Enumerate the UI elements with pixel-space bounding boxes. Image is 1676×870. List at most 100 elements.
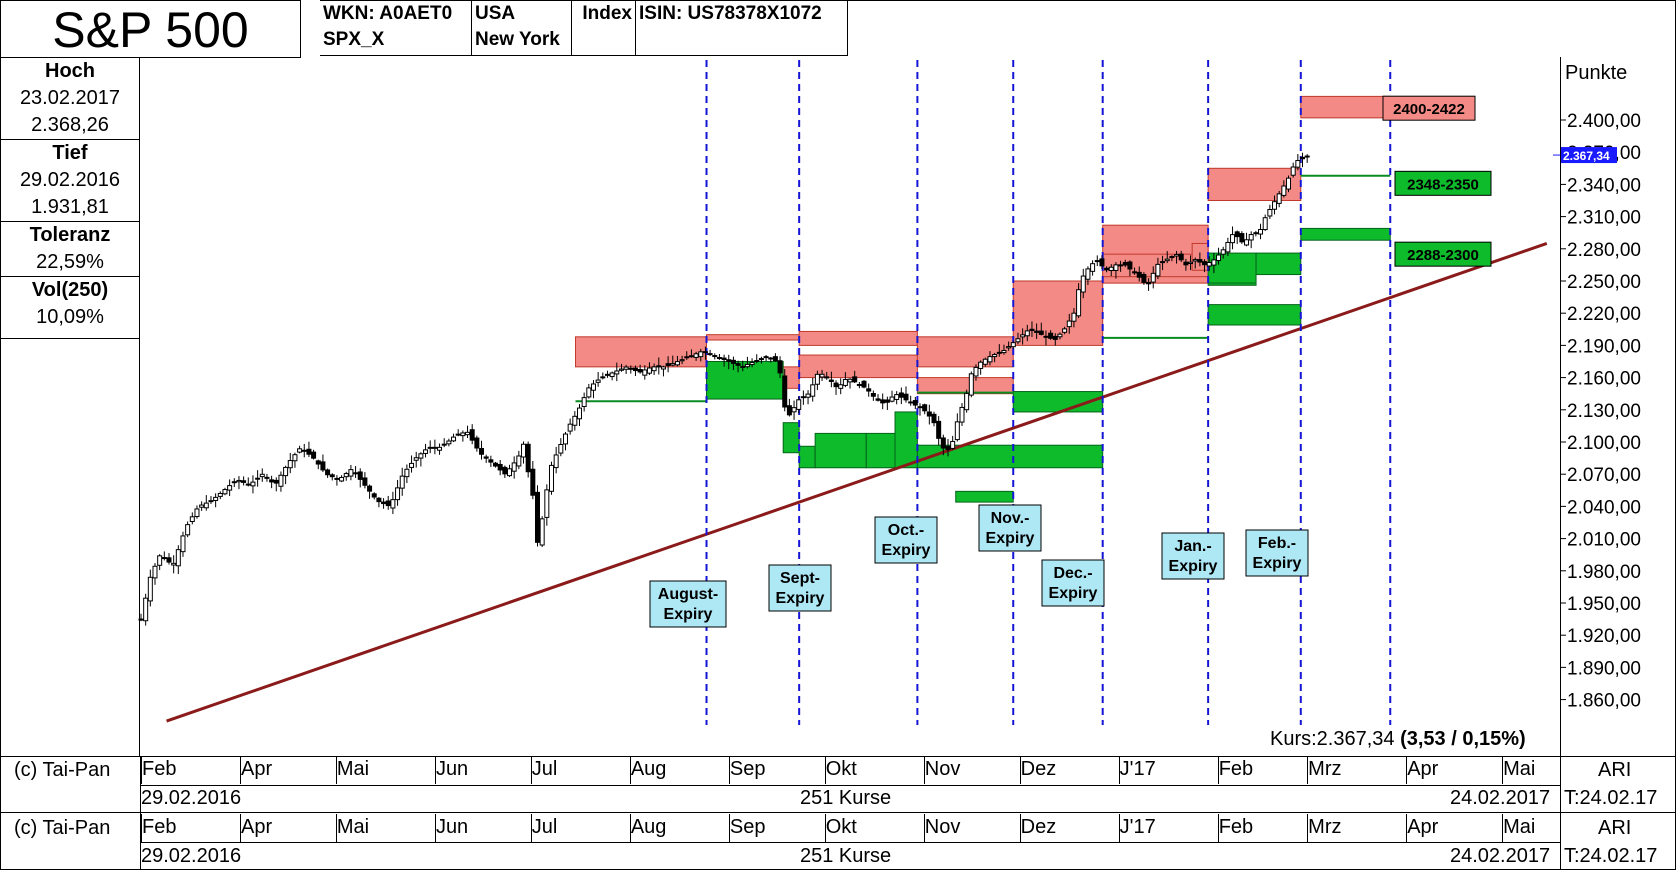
candle-body: [287, 460, 293, 469]
candle-body: [390, 499, 396, 509]
candle-body: [269, 479, 275, 483]
month-label: Apr: [241, 758, 273, 780]
candle-body: [670, 363, 676, 366]
candle-body: [530, 468, 536, 496]
expiry-label-text: Nov.-: [991, 510, 1030, 527]
candle-body: [903, 393, 909, 401]
footer-start-date-2: 29.02.2016: [141, 845, 242, 867]
candle-body: [208, 500, 214, 503]
call-zone: [706, 334, 800, 341]
candle-body: [1178, 253, 1184, 261]
candle-body: [315, 460, 321, 465]
candle-body: [474, 437, 480, 449]
candle-body: [609, 372, 615, 378]
y-tick-label: 2.100,00: [1567, 433, 1641, 454]
month-label: Nov: [924, 816, 961, 838]
candle-body: [306, 448, 312, 455]
expiry-label-text: Dec.-: [1053, 565, 1092, 582]
candle-body: [698, 351, 704, 358]
y-tick-label: 2.400,00: [1567, 111, 1641, 132]
candle-body: [1150, 272, 1156, 283]
candle-body: [1258, 228, 1264, 235]
candle-body: [898, 392, 904, 398]
candle-body: [632, 367, 638, 372]
candle-body: [786, 405, 792, 416]
candle-body: [940, 437, 946, 449]
month-tick: [240, 814, 242, 842]
candle-body: [245, 483, 251, 486]
candle-body: [646, 367, 652, 374]
candle-body: [758, 358, 764, 361]
month-label: Feb: [1218, 758, 1254, 780]
candle-body: [712, 355, 718, 358]
candle-body: [185, 524, 191, 536]
kurs-label: Kurs:2.367,34: [1270, 728, 1395, 750]
month-label: Feb: [142, 816, 177, 838]
header-country-box: USA New York: [472, 0, 572, 56]
month-label: Apr: [241, 816, 273, 838]
candle-body: [814, 373, 820, 385]
month-tick: [1406, 756, 1408, 784]
zone-tag-box: [1394, 241, 1492, 267]
month-label: Apr: [1407, 758, 1439, 780]
candle-body: [1304, 155, 1310, 158]
candle-body: [283, 466, 289, 477]
candle-body: [973, 366, 979, 377]
candle-body: [688, 355, 694, 358]
candle-body: [660, 366, 666, 370]
stat-high-label: Hoch: [45, 60, 95, 82]
candle-body: [213, 496, 219, 501]
month-tick: [629, 756, 631, 784]
candle-body: [772, 356, 778, 362]
call-zone: [798, 330, 918, 346]
y-tick-label: 2.190,00: [1567, 336, 1641, 357]
candle-body: [432, 446, 438, 449]
candle-body: [1094, 260, 1100, 263]
candle-body: [385, 500, 391, 507]
candle-body: [171, 562, 177, 566]
candle-body: [553, 454, 559, 469]
y-tick-label: 2.130,00: [1567, 401, 1641, 422]
put-zone: [782, 422, 800, 454]
candle-body: [325, 469, 331, 476]
footer-copyright-2: (c) Tai-Pan: [14, 817, 111, 839]
candle-body: [399, 475, 405, 489]
month-label: Jul: [531, 816, 558, 838]
footer-tdate-1: T:24.02.17: [1564, 787, 1658, 809]
candle-body: [1029, 328, 1035, 331]
call-zone: [575, 336, 708, 368]
candle-body: [665, 363, 671, 367]
candle-body: [912, 400, 918, 406]
candle-body: [525, 443, 531, 473]
candle-body: [726, 359, 732, 362]
stat-low-label: Tief: [52, 142, 88, 164]
month-label: Aug: [630, 816, 667, 838]
candle-body: [936, 420, 942, 439]
candle-body: [381, 501, 387, 505]
month-tick: [1502, 756, 1504, 784]
candle-body: [576, 407, 582, 420]
candle-body: [1169, 256, 1175, 259]
candle-body: [334, 477, 340, 480]
put-zone: [955, 490, 1014, 503]
expiry-label-text: Jan.-: [1174, 538, 1211, 555]
y-tick-label: 2.010,00: [1567, 530, 1641, 551]
candle-body: [833, 382, 839, 388]
y-tick-label: 1.950,00: [1567, 594, 1641, 615]
candle-body: [735, 363, 741, 366]
candle-body: [1281, 185, 1287, 196]
candle-body: [922, 404, 928, 412]
stat-low-date: 29.02.2016: [19, 169, 121, 191]
stat-high-value: 2.368,26: [1, 112, 139, 140]
candle-body: [1244, 239, 1250, 246]
candle-body: [465, 431, 471, 436]
candle-body: [311, 451, 317, 459]
candle-body: [362, 477, 368, 486]
candle-body: [259, 473, 265, 478]
header-type: Index: [582, 3, 632, 24]
y-tick-label: 1.920,00: [1567, 626, 1641, 647]
candle-body: [1108, 266, 1114, 272]
month-tick: [434, 814, 436, 842]
candle-body: [1048, 332, 1054, 339]
candle-body: [446, 440, 452, 445]
